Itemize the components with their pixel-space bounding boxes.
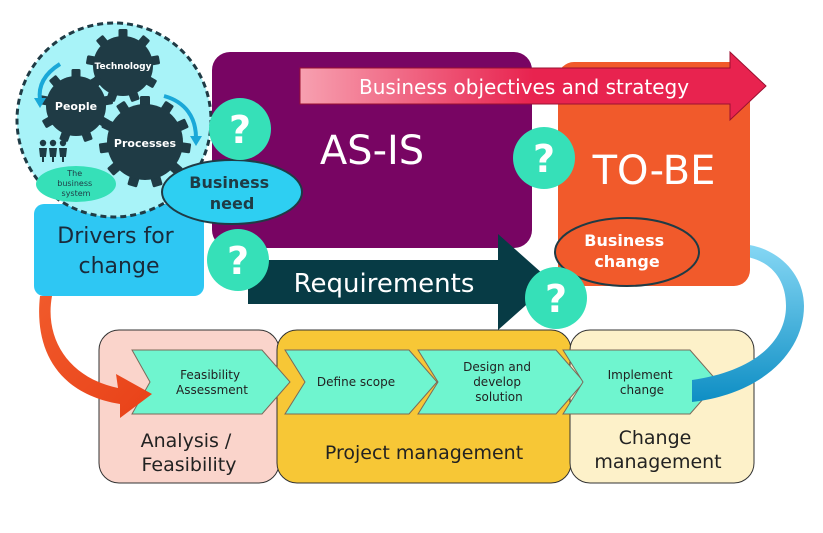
business-objectives-arrow: Business objectives and strategy	[299, 50, 767, 122]
gear-processes-label: Processes	[114, 137, 177, 150]
business-need-label: Business need	[189, 173, 274, 213]
step-chevron	[562, 349, 719, 415]
gear-processes	[98, 96, 192, 188]
step-define-scope: Define scope	[284, 349, 438, 415]
step-label: Design and develop solution	[463, 360, 535, 404]
svg-text:?: ?	[227, 239, 249, 283]
step-label: Define scope	[317, 375, 395, 389]
question-mark-icon: ?	[209, 98, 271, 160]
gear-technology-label: Technology	[95, 62, 152, 72]
question-mark-icon: ?	[207, 229, 269, 291]
drivers-to-analysis-arrow	[39, 296, 152, 418]
svg-text:?: ?	[545, 277, 567, 321]
business-objectives-label: Business objectives and strategy	[359, 75, 689, 99]
svg-text:?: ?	[229, 108, 251, 152]
people-icon	[39, 139, 67, 162]
step-chevron	[131, 349, 291, 415]
cycle-arrowhead-left	[34, 98, 46, 108]
business-system: Technology People Processes The business…	[15, 21, 213, 219]
question-mark-icon: ?	[525, 267, 587, 329]
cycle-arrow-left	[37, 62, 62, 101]
question-mark-icon: ?	[513, 127, 575, 189]
business-need-bubble: Business need	[161, 159, 303, 225]
step-feasibility-assessment: Feasibility Assessment	[131, 349, 291, 415]
business-system-caption: The business system	[57, 169, 94, 198]
phase-analysis-label: Analysis / Feasibility	[141, 430, 238, 476]
step-chevron	[417, 349, 585, 415]
step-chevron	[284, 349, 438, 415]
drivers-for-change-box: Drivers for change	[34, 204, 204, 296]
svg-text:?: ?	[533, 137, 555, 181]
gear-people-label: People	[55, 100, 97, 113]
business-system-caption-bubble	[36, 166, 116, 202]
implement-to-business-change-arrow	[692, 232, 804, 402]
requirements-arrow: Requirements	[248, 234, 552, 330]
phase-project-label: Project management	[325, 442, 523, 464]
step-implement-change: Implement change	[562, 349, 719, 415]
gear-people	[39, 69, 113, 142]
step-design-develop-solution: Design and develop solution	[417, 349, 585, 415]
business-change-label: Business change	[584, 231, 669, 271]
drivers-label: Drivers for change	[57, 224, 180, 279]
as-is-label: AS-IS	[320, 128, 424, 174]
cycle-arrow-right	[163, 94, 198, 139]
to-be-label: TO-BE	[592, 148, 716, 194]
step-label: Feasibility Assessment	[176, 368, 248, 397]
phase-change-label: Change management	[594, 427, 721, 473]
business-change-bubble: Business change	[554, 217, 700, 287]
step-label: Implement change	[608, 368, 677, 397]
cycle-arrowhead-right	[190, 136, 202, 146]
requirements-label: Requirements	[294, 269, 475, 299]
